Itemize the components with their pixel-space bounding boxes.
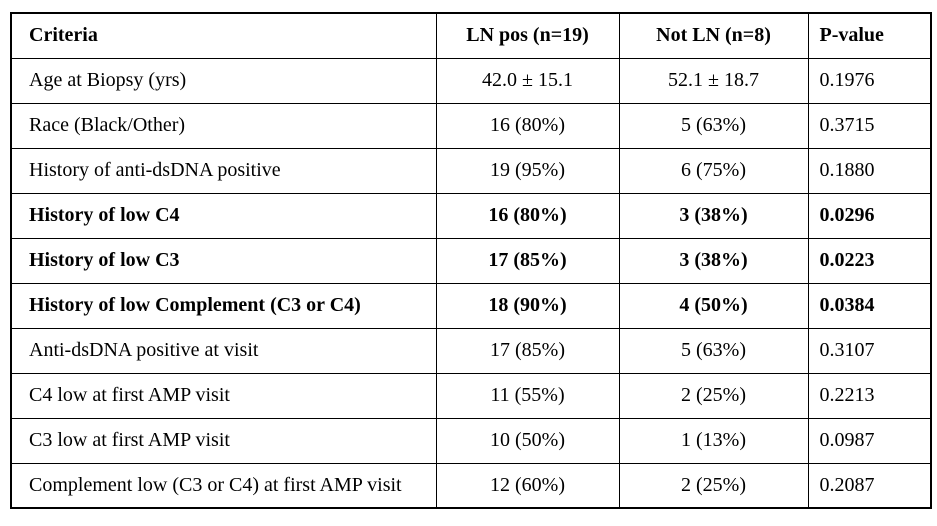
- not-ln-cell: 52.1 ± 18.7: [618, 57, 809, 104]
- p-value-cell: 0.3715: [807, 102, 932, 149]
- criteria-cell: History of low Complement (C3 or C4): [10, 282, 437, 329]
- p-value-cell: 0.0384: [807, 282, 932, 329]
- not-ln-cell: 2 (25%): [618, 372, 809, 419]
- criteria-cell: C3 low at first AMP visit: [10, 417, 437, 464]
- table-row: Anti-dsDNA positive at visit 17 (85%) 5 …: [10, 327, 932, 374]
- p-value-cell: 0.1880: [807, 147, 932, 194]
- criteria-cell: Anti-dsDNA positive at visit: [10, 327, 437, 374]
- not-ln-cell: 4 (50%): [618, 282, 809, 329]
- not-ln-cell: 6 (75%): [618, 147, 809, 194]
- ln-pos-cell: 17 (85%): [435, 327, 620, 374]
- table-header-row: Criteria LN pos (n=19) Not LN (n=8) P-va…: [10, 12, 932, 59]
- ln-pos-cell: 16 (80%): [435, 192, 620, 239]
- ln-pos-cell: 12 (60%): [435, 462, 620, 509]
- table-row: History of low C3 17 (85%) 3 (38%) 0.022…: [10, 237, 932, 284]
- p-value-cell: 0.0987: [807, 417, 932, 464]
- criteria-cell: History of low C3: [10, 237, 437, 284]
- table-row: History of anti-dsDNA positive 19 (95%) …: [10, 147, 932, 194]
- ln-pos-cell: 10 (50%): [435, 417, 620, 464]
- column-header-ln-pos: LN pos (n=19): [435, 12, 620, 59]
- criteria-cell: Age at Biopsy (yrs): [10, 57, 437, 104]
- criteria-cell: Race (Black/Other): [10, 102, 437, 149]
- p-value-cell: 0.1976: [807, 57, 932, 104]
- ln-pos-cell: 17 (85%): [435, 237, 620, 284]
- ln-pos-cell: 16 (80%): [435, 102, 620, 149]
- table-row: History of low C4 16 (80%) 3 (38%) 0.029…: [10, 192, 932, 239]
- ln-pos-cell: 18 (90%): [435, 282, 620, 329]
- not-ln-cell: 5 (63%): [618, 327, 809, 374]
- not-ln-cell: 2 (25%): [618, 462, 809, 509]
- ln-pos-cell: 42.0 ± 15.1: [435, 57, 620, 104]
- criteria-cell: History of low C4: [10, 192, 437, 239]
- column-header-criteria: Criteria: [10, 12, 437, 59]
- table-row: C4 low at first AMP visit 11 (55%) 2 (25…: [10, 372, 932, 419]
- p-value-cell: 0.2087: [807, 462, 932, 509]
- column-header-not-ln: Not LN (n=8): [618, 12, 809, 59]
- p-value-cell: 0.0223: [807, 237, 932, 284]
- not-ln-cell: 1 (13%): [618, 417, 809, 464]
- criteria-cell: C4 low at first AMP visit: [10, 372, 437, 419]
- p-value-cell: 0.0296: [807, 192, 932, 239]
- table-row: History of low Complement (C3 or C4) 18 …: [10, 282, 932, 329]
- table-row: Complement low (C3 or C4) at first AMP v…: [10, 462, 932, 509]
- ln-pos-cell: 19 (95%): [435, 147, 620, 194]
- column-header-p-value: P-value: [807, 12, 932, 59]
- p-value-cell: 0.3107: [807, 327, 932, 374]
- not-ln-cell: 3 (38%): [618, 237, 809, 284]
- not-ln-cell: 3 (38%): [618, 192, 809, 239]
- comparison-table: Criteria LN pos (n=19) Not LN (n=8) P-va…: [10, 12, 932, 509]
- not-ln-cell: 5 (63%): [618, 102, 809, 149]
- table-row: Race (Black/Other) 16 (80%) 5 (63%) 0.37…: [10, 102, 932, 149]
- criteria-cell: History of anti-dsDNA positive: [10, 147, 437, 194]
- table-row: Age at Biopsy (yrs) 42.0 ± 15.1 52.1 ± 1…: [10, 57, 932, 104]
- ln-pos-cell: 11 (55%): [435, 372, 620, 419]
- p-value-cell: 0.2213: [807, 372, 932, 419]
- criteria-cell: Complement low (C3 or C4) at first AMP v…: [10, 462, 437, 509]
- table-row: C3 low at first AMP visit 10 (50%) 1 (13…: [10, 417, 932, 464]
